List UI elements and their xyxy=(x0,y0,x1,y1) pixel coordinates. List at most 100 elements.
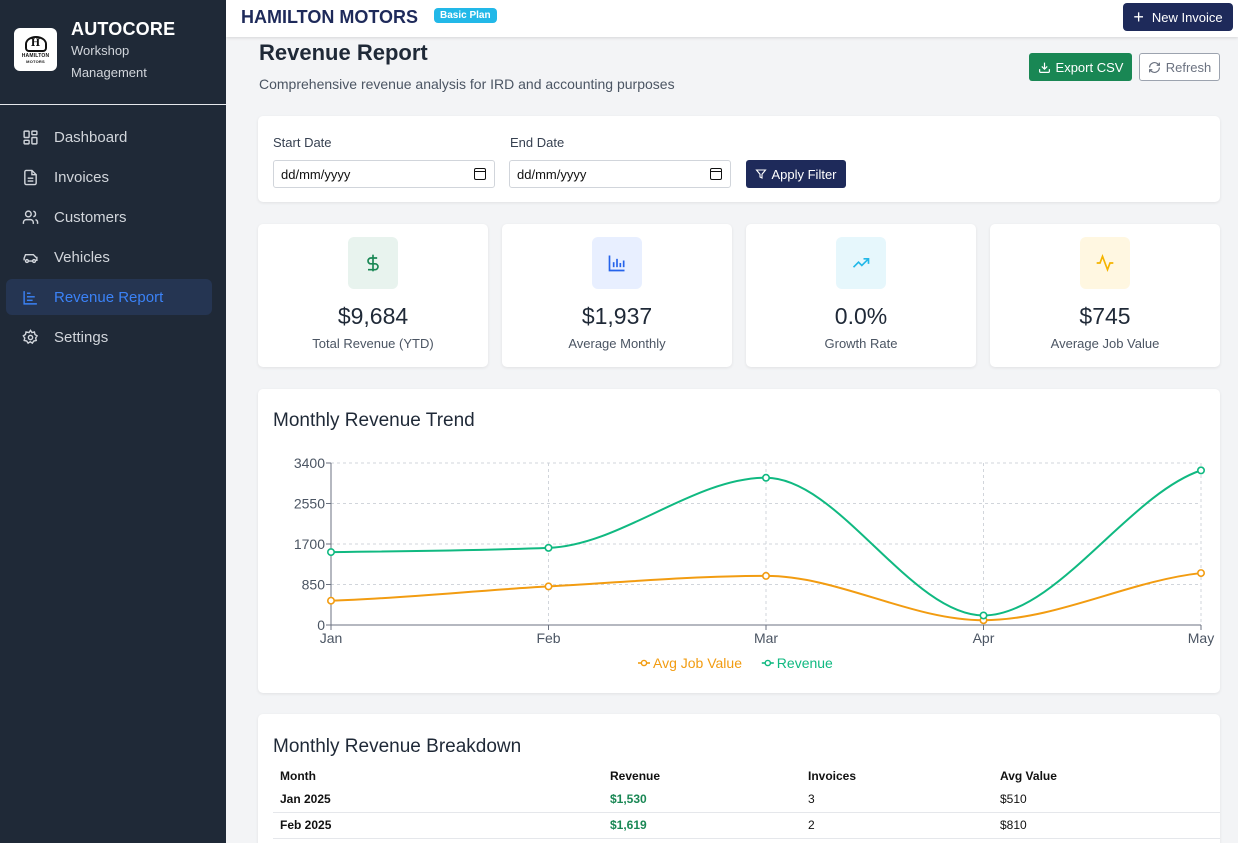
dollar-icon xyxy=(367,254,379,272)
sidebar-item-label: Settings xyxy=(54,328,109,346)
x-tick-label: May xyxy=(1188,630,1214,646)
column-header: Revenue xyxy=(610,769,661,783)
data-point xyxy=(761,473,770,482)
stat-icon-box xyxy=(348,237,398,289)
pulse-icon xyxy=(1096,253,1114,273)
plus-icon: + xyxy=(1133,7,1144,27)
stat-icon-box xyxy=(1080,237,1130,289)
data-point xyxy=(1196,569,1205,578)
stat-icon-box xyxy=(592,237,642,289)
revenue-trend-chart: 0 850 1700 2550 3400 Jan Feb Mar Apr May Avg Job V… xyxy=(294,455,1214,671)
calendar-icon[interactable] xyxy=(710,168,722,180)
plan-badge: Basic Plan xyxy=(434,8,497,23)
start-date-value: dd/mm/yyyy xyxy=(281,166,351,182)
stat-label: Average Monthly xyxy=(568,336,666,351)
column-header: Invoices xyxy=(808,769,857,783)
sidebar-item-invoices[interactable]: Invoices xyxy=(6,159,212,195)
data-point xyxy=(979,611,988,620)
new-invoice-button[interactable]: + New Invoice xyxy=(1123,3,1233,31)
sidebar-item-label: Dashboard xyxy=(54,128,128,146)
stat-card-average-job-value: $745 Average Job Value xyxy=(990,224,1220,367)
sidebar-item-revenue-report[interactable]: Revenue Report xyxy=(6,279,212,315)
car-icon xyxy=(23,253,38,263)
document-icon xyxy=(24,169,37,185)
stat-value: $9,684 xyxy=(337,303,409,329)
gear-icon xyxy=(22,328,39,344)
sidebar-item-settings[interactable]: Settings xyxy=(6,319,212,355)
x-tick-label: Jan xyxy=(320,630,343,646)
table-title: Monthly Revenue Breakdown xyxy=(273,736,522,757)
data-point xyxy=(544,543,553,552)
calendar-icon[interactable] xyxy=(474,168,486,180)
sidebar-item-customers[interactable]: Customers xyxy=(6,199,212,235)
x-tick-label: Apr xyxy=(973,630,995,646)
y-tick-label: 850 xyxy=(302,577,326,593)
sidebar-item-label: Invoices xyxy=(54,168,110,186)
data-point xyxy=(327,596,336,605)
export-csv-button[interactable]: Export CSV xyxy=(1029,53,1132,81)
invoices-cell: 2 xyxy=(801,812,993,839)
download-icon xyxy=(1038,62,1050,73)
data-point xyxy=(544,582,553,591)
revenue-breakdown-card: Monthly Revenue Breakdown Month Revenue … xyxy=(258,714,1220,843)
logo-subtext: MOTORS xyxy=(26,58,45,64)
column-header: Month xyxy=(280,769,316,783)
start-date-input[interactable]: dd/mm/yyyy xyxy=(273,160,495,188)
new-invoice-label: New Invoice xyxy=(1151,9,1223,25)
invoices-cell: 3 xyxy=(801,786,993,813)
dashboard-icon xyxy=(23,129,38,145)
end-date-input[interactable]: dd/mm/yyyy xyxy=(509,160,731,188)
table-row: Jan 2025 $1,530 3 $510 xyxy=(273,786,1220,813)
revenue-breakdown-table: Month Revenue Invoices Avg Value Jan 202… xyxy=(273,766,1220,839)
legend-label: Revenue xyxy=(777,655,833,671)
sidebar-nav: Dashboard Invoices Customers Vehicles Re… xyxy=(0,105,226,355)
refresh-label: Refresh xyxy=(1165,59,1212,75)
refresh-button[interactable]: Refresh xyxy=(1139,53,1220,81)
apply-filter-label: Apply Filter xyxy=(771,166,837,182)
y-tick-label: 1700 xyxy=(294,536,325,552)
y-tick-label: 3400 xyxy=(294,455,325,471)
sidebar-item-label: Customers xyxy=(54,208,127,226)
stat-label: Average Job Value xyxy=(1050,336,1160,351)
company-name: HAMILTON MOTORS xyxy=(241,7,418,27)
users-icon xyxy=(22,209,39,224)
stat-value: 0.0% xyxy=(834,303,888,329)
export-label: Export CSV xyxy=(1055,59,1124,75)
y-tick-label: 0 xyxy=(317,617,325,633)
apply-filter-button[interactable]: Apply Filter xyxy=(746,160,846,188)
revenue-cell: $1,530 xyxy=(603,786,801,813)
logo-text: HAMILTON xyxy=(21,52,50,59)
end-date-value: dd/mm/yyyy xyxy=(517,166,587,182)
stat-card-total-revenue: $9,684 Total Revenue (YTD) xyxy=(258,224,488,367)
legend-marker-dot xyxy=(764,659,772,667)
logo-emblem: H xyxy=(24,35,47,52)
sidebar-item-dashboard[interactable]: Dashboard xyxy=(6,119,212,155)
chart-title: Monthly Revenue Trend xyxy=(273,410,475,431)
bar-chart-icon xyxy=(608,255,625,272)
data-point xyxy=(1196,466,1205,475)
series-line xyxy=(330,469,1202,617)
x-tick-label: Feb xyxy=(536,630,560,646)
top-bar: HAMILTON MOTORS Basic Plan + New Invoice xyxy=(226,0,1238,37)
sidebar-item-vehicles[interactable]: Vehicles xyxy=(6,239,212,275)
legend-marker-dot xyxy=(640,659,648,667)
avg-value-cell: $810 xyxy=(993,812,1220,839)
brand-header: H HAMILTON MOTORS AUTOCORE Workshop Mana… xyxy=(0,0,226,105)
column-header: Avg Value xyxy=(1000,769,1057,783)
revenue-cell: $1,619 xyxy=(603,812,801,839)
app-name: AUTOCORE xyxy=(71,19,176,39)
stat-card-average-monthly: $1,937 Average Monthly xyxy=(502,224,732,367)
app-subtitle-line1: Workshop xyxy=(71,43,130,58)
stat-value: $745 xyxy=(1079,303,1131,329)
legend-label: Avg Job Value xyxy=(653,655,742,671)
stat-card-growth-rate: 0.0% Growth Rate xyxy=(746,224,976,367)
app-subtitle-line2: Management xyxy=(71,65,147,80)
company-logo: H HAMILTON MOTORS xyxy=(14,28,57,71)
sidebar-item-label: Revenue Report xyxy=(54,288,164,306)
revenue-trend-card: Monthly Revenue Trend 0 850 1700 2550 3400 Ja… xyxy=(258,389,1220,693)
stat-label: Growth Rate xyxy=(824,336,898,351)
data-point xyxy=(761,571,770,580)
stat-label: Total Revenue (YTD) xyxy=(312,336,434,351)
bar-chart-icon xyxy=(23,290,37,305)
filter-icon xyxy=(755,169,768,179)
